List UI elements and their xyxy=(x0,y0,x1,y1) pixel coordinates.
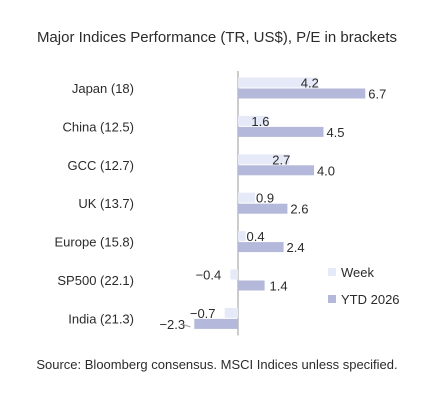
legend-swatch-ytd xyxy=(328,295,336,303)
data-label: 6.7 xyxy=(368,87,386,102)
category-label: Japan (18) xyxy=(72,81,134,96)
data-label: 4.2 xyxy=(301,76,319,91)
bar-ytd xyxy=(238,280,265,291)
bar-week xyxy=(238,192,256,203)
category-label: GCC (12.7) xyxy=(68,158,134,173)
legend-label-ytd: YTD 2026 xyxy=(341,292,400,307)
data-label: 0.4 xyxy=(247,229,265,244)
bar-ytd xyxy=(238,165,314,176)
data-label: 2.4 xyxy=(287,240,305,255)
bar-ytd xyxy=(238,242,284,253)
data-label: 2.6 xyxy=(290,202,308,217)
category-label: Europe (15.8) xyxy=(55,235,135,250)
data-label: 4.0 xyxy=(317,163,335,178)
data-label: 4.5 xyxy=(326,125,344,140)
data-label: −2.3 xyxy=(159,317,185,332)
category-label: India (21.3) xyxy=(68,311,134,326)
bar-ytd xyxy=(238,203,288,214)
data-label: 2.7 xyxy=(272,152,290,167)
data-label: −0.7 xyxy=(190,306,216,321)
bar-week xyxy=(238,154,290,165)
label-leader-line xyxy=(181,323,191,328)
bar-week xyxy=(238,77,318,88)
bar-ytd xyxy=(194,318,238,329)
bar-week xyxy=(224,307,238,318)
bar-ytd xyxy=(238,126,324,137)
bar-ytd xyxy=(238,88,366,99)
data-label: 0.9 xyxy=(256,191,274,206)
data-label: 1.4 xyxy=(270,279,288,294)
legend-swatch-week xyxy=(328,268,336,276)
bar-week xyxy=(238,231,246,242)
category-label: UK (13.7) xyxy=(78,196,134,211)
legend-label-week: Week xyxy=(341,265,374,280)
category-label: SP500 (22.1) xyxy=(57,273,134,288)
bar-week xyxy=(230,269,238,280)
chart-title: Major Indices Performance (TR, US$), P/E… xyxy=(36,29,398,46)
bar-week xyxy=(238,115,269,126)
data-label: 1.6 xyxy=(251,114,269,129)
source-note: Source: Bloomberg consensus. MSCI Indice… xyxy=(36,357,398,372)
data-label: −0.4 xyxy=(196,268,222,283)
category-label: China (12.5) xyxy=(62,119,134,134)
